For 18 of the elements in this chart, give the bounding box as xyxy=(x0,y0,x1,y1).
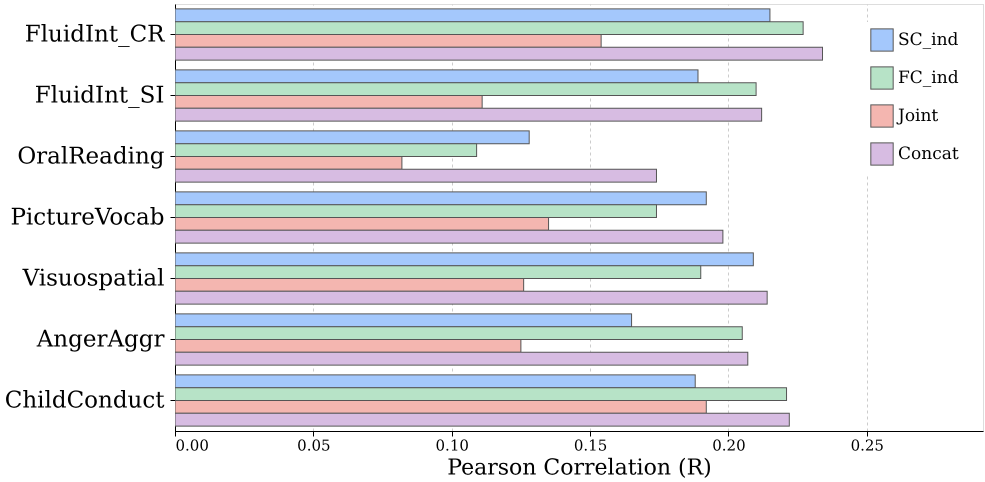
y-tick-label: AngerAggr xyxy=(36,326,164,352)
x-tick-label: 0.05 xyxy=(297,436,331,454)
y-tick-label: PictureVocab xyxy=(10,204,164,230)
legend-label: FC_ind xyxy=(898,68,959,88)
y-tick-label: ChildConduct xyxy=(4,388,166,414)
x-tick-label: 0.15 xyxy=(574,436,608,454)
x-tick-label: 0.25 xyxy=(850,436,884,454)
legend-label: Concat xyxy=(898,144,959,164)
y-tick-label: OralReading xyxy=(17,144,165,170)
y-tick-label: Visuospatial xyxy=(22,266,164,292)
x-tick-label: 0.00 xyxy=(176,436,209,454)
y-tick-label: FluidInt_CR xyxy=(24,22,166,48)
legend-label: Joint xyxy=(896,106,938,126)
y-tick-label: FluidInt_SI xyxy=(34,82,164,108)
x-axis-title: Pearson Correlation (R) xyxy=(447,456,712,480)
x-tick-label: 0.10 xyxy=(436,436,469,454)
x-tick-label: 0.20 xyxy=(712,436,746,454)
legend-label: SC_ind xyxy=(898,30,959,50)
